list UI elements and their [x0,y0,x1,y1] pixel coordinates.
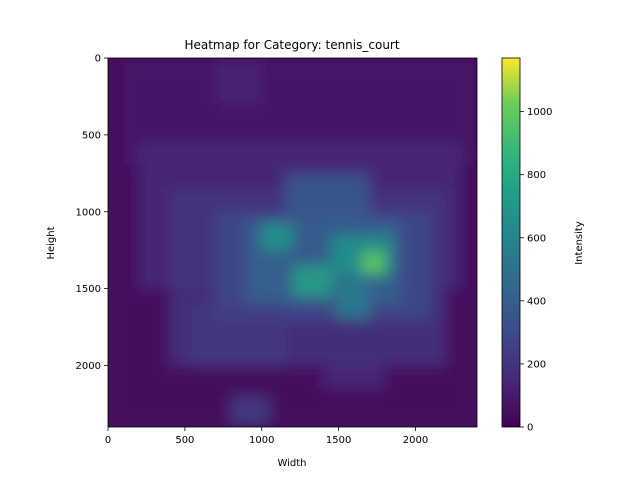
colorbar-frame [501,57,521,428]
y-axis-ticks: 0 500 1000 1500 2000 [76,54,108,372]
x-tick-label: 2000 [403,435,428,446]
x-tick-label: 1000 [249,435,274,446]
y-tick-label: 2000 [76,361,101,372]
heatmap-cell [323,357,385,389]
x-tick-label: 500 [175,435,194,446]
heatmap-cell [335,280,370,320]
colorbar-tick-label: 400 [527,296,546,307]
heatmap-cell [292,265,331,297]
x-tick-label: 1500 [326,435,351,446]
heatmap-cell [361,251,385,274]
colorbar-label: Intensity [574,221,585,265]
y-tick-label: 500 [82,130,101,141]
colorbar-tick-label: 1000 [527,107,552,118]
y-tick-label: 1500 [76,284,101,295]
colorbar-ticks: 0 200 400 600 800 1000 [520,107,552,434]
heatmap-cell [231,396,270,427]
heatmap-cell [261,224,293,251]
y-tick-label: 0 [95,54,101,65]
colorbar-tick-label: 200 [527,359,546,370]
y-axis-label: Height [46,226,57,259]
colorbar [502,58,520,427]
colorbar-tick-label: 0 [527,423,533,434]
x-axis-label: Width [277,458,306,469]
x-axis-ticks: 0 500 1000 1500 2000 [105,427,428,446]
chart-title: Heatmap for Category: tennis_court [184,38,399,52]
plot-frame [107,57,478,428]
heatmap-cell [192,304,285,366]
heatmap-cells [108,58,477,427]
y-tick-label: 1000 [76,207,101,218]
heatmap-cell [215,58,262,105]
colorbar-tick-label: 800 [527,170,546,181]
colorbar-tick-label: 600 [527,233,546,244]
x-tick-label: 0 [105,435,111,446]
